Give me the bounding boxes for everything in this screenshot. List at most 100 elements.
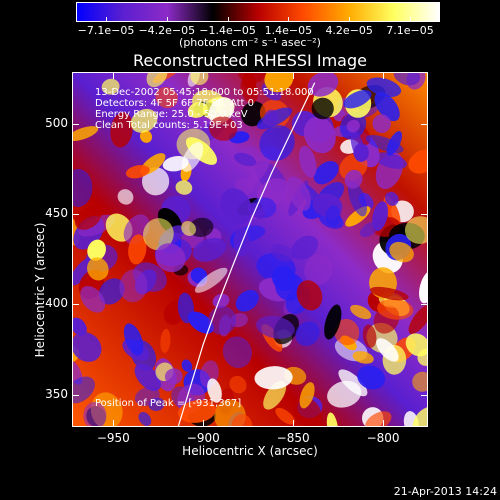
heatmap-cell xyxy=(374,152,407,169)
heatmap-cell xyxy=(139,130,153,143)
annotation-line: Energy Range: 25.0 - 50.0 keV xyxy=(95,109,248,120)
heatmap-cell xyxy=(181,221,196,236)
heatmap-cell xyxy=(141,167,170,196)
heatmap-cell xyxy=(324,304,342,340)
heatmap-cell xyxy=(357,365,385,390)
solar-limb-curve xyxy=(177,82,316,427)
peak-position-label: Position of Peak = [-931,367] xyxy=(95,398,242,409)
heatmap-cell xyxy=(240,76,258,104)
colorbar-unit-label: (photons cm⁻² s⁻¹ asec⁻²) xyxy=(179,36,321,49)
y-tick-label: 350 xyxy=(45,386,68,401)
colorbar xyxy=(76,2,440,22)
heatmap-cell xyxy=(334,318,360,346)
heatmap-cell xyxy=(366,77,402,98)
x-tick xyxy=(383,420,385,427)
heatmap-cell xyxy=(299,382,315,409)
heatmap-cell xyxy=(177,292,195,324)
heatmap-cell xyxy=(348,181,367,217)
heatmap-cell xyxy=(110,112,133,148)
heatmap-cell xyxy=(117,189,134,205)
heatmap-cell xyxy=(78,214,116,237)
heatmap-cell xyxy=(175,180,193,195)
heatmap-cell xyxy=(194,267,228,293)
heatmap-cell xyxy=(296,280,323,311)
heatmap-cell xyxy=(134,363,162,392)
chart-title: Reconstructed RHESSI Image xyxy=(133,51,367,70)
colorbar-tick-label: 7.1e−05 xyxy=(386,24,434,37)
heatmap-cell xyxy=(229,375,247,394)
heatmap-cell xyxy=(275,407,295,425)
heatmap-cell xyxy=(72,376,95,404)
heatmap-cell xyxy=(119,269,148,303)
x-tick xyxy=(113,420,115,427)
x-axis-label: Heliocentric X (arcsec) xyxy=(182,444,318,458)
heatmap-cell xyxy=(393,72,421,86)
heatmap-cell xyxy=(270,244,295,262)
heatmap-cell xyxy=(130,108,158,133)
heatmap-cell xyxy=(254,366,293,390)
heatmap-cell xyxy=(350,129,365,163)
heatmap-cell xyxy=(72,332,102,362)
heatmap-cell xyxy=(143,218,174,251)
colorbar-tick xyxy=(106,17,107,22)
x-tick xyxy=(293,72,295,79)
annotation-line: 13-Dec-2002 05:45:18.000 to 05:51:18.000 xyxy=(95,87,314,98)
colorbar-tick-label: −7.1e−05 xyxy=(77,24,135,37)
heatmap-cell xyxy=(403,411,419,427)
x-tick xyxy=(113,72,115,79)
heatmap-cell xyxy=(313,161,339,185)
heatmap-cell xyxy=(123,323,144,356)
x-tick xyxy=(203,72,205,79)
heatmap-cell xyxy=(128,234,147,265)
colorbar-tick xyxy=(288,17,290,22)
heatmap-cell xyxy=(408,149,428,174)
heatmap-cell xyxy=(80,285,106,313)
heatmap-cell xyxy=(235,289,259,312)
plot-frame xyxy=(72,72,428,427)
y-tick xyxy=(72,394,79,396)
heatmap-cell xyxy=(207,378,222,403)
heatmap-cell xyxy=(256,315,295,339)
y-tick xyxy=(72,214,79,216)
colorbar-tick-label: 4.2e−05 xyxy=(325,24,373,37)
heatmap-cell xyxy=(138,412,152,426)
heatmap-blobs xyxy=(72,72,428,427)
x-tick-label: −900 xyxy=(186,431,220,445)
heatmap-cell xyxy=(74,206,102,230)
heatmap-cell xyxy=(376,338,399,362)
heatmap-cell xyxy=(222,336,252,369)
heatmap-cell xyxy=(346,119,360,133)
heatmap-cell xyxy=(187,311,214,334)
heatmap-cell xyxy=(343,90,372,109)
heatmap-cell xyxy=(291,235,319,260)
y-tick-label: 450 xyxy=(45,206,68,221)
heatmap-cell xyxy=(241,101,266,127)
y-tick xyxy=(421,214,428,216)
heatmap-cell xyxy=(134,386,160,407)
heatmap-cell xyxy=(325,205,341,227)
colorbar-tick xyxy=(166,17,168,22)
heatmap-cell xyxy=(303,116,336,154)
heatmap-cell xyxy=(98,278,125,305)
heatmap-cell xyxy=(72,317,87,336)
heatmap-cell xyxy=(377,298,414,320)
heatmap-cell xyxy=(87,239,106,261)
x-tick xyxy=(203,420,205,427)
heatmap-cell xyxy=(220,188,252,225)
x-tick-label: −850 xyxy=(276,431,310,445)
x-tick-label: −800 xyxy=(366,431,400,445)
y-tick-label: 400 xyxy=(45,296,68,311)
heatmap-cell xyxy=(307,72,339,97)
colorbar-tick-label: −1.4e−05 xyxy=(199,24,256,37)
heatmap-cell xyxy=(359,221,379,238)
y-tick-label: 500 xyxy=(45,116,68,131)
heatmap-cell xyxy=(160,328,171,353)
heatmap-cell xyxy=(311,97,334,120)
heatmap-cell xyxy=(264,72,294,93)
heatmap-cell xyxy=(87,257,109,281)
heatmap-cell xyxy=(295,321,320,346)
heatmap-cell xyxy=(178,400,216,423)
heatmap-cell xyxy=(263,109,279,127)
heatmap-cell xyxy=(365,135,404,153)
annotation-line: Detectors: 4F 5F 6F 7F 8F, Att 0 xyxy=(95,98,255,109)
